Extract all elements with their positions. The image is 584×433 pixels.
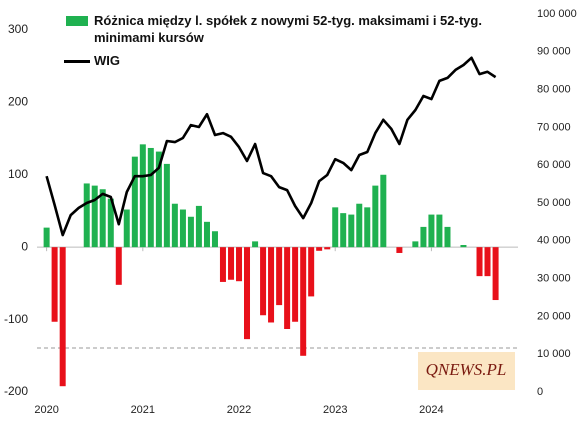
legend-swatch xyxy=(66,16,88,26)
bar xyxy=(115,247,122,285)
y2-tick-label: 40 000 xyxy=(537,235,571,247)
bar xyxy=(428,214,435,248)
bar xyxy=(340,213,347,248)
legend: Różnica między l. spółek z nowymi 52-tyg… xyxy=(64,12,514,69)
y2-tick-label: 50 000 xyxy=(537,197,571,209)
legend-label: WIG xyxy=(94,53,120,68)
bar xyxy=(244,247,251,340)
x-tick-label: 2023 xyxy=(323,404,347,416)
bar xyxy=(284,247,291,329)
bar xyxy=(211,231,218,248)
y2-tick-label: 70 000 xyxy=(537,121,571,133)
bar xyxy=(436,214,443,248)
bar xyxy=(300,247,307,356)
bar xyxy=(380,174,387,248)
bar xyxy=(372,185,379,248)
x-tick-label: 2020 xyxy=(34,404,58,416)
bar xyxy=(195,205,202,248)
bar xyxy=(236,247,243,282)
x-tick-label: 2021 xyxy=(131,404,155,416)
bar xyxy=(43,227,50,248)
bar xyxy=(155,151,162,248)
y-tick-label: -100 xyxy=(4,312,28,326)
y2-tick-label: 30 000 xyxy=(537,273,571,285)
bar xyxy=(219,247,226,282)
y2-tick-label: 80 000 xyxy=(537,84,571,96)
bar xyxy=(396,247,403,253)
bar xyxy=(252,241,259,248)
bar xyxy=(356,203,363,248)
bar xyxy=(444,226,451,248)
bar xyxy=(476,247,483,277)
bar xyxy=(460,245,467,248)
bar xyxy=(364,207,371,248)
y-tick-label: -200 xyxy=(4,384,28,398)
legend-swatch xyxy=(64,60,90,63)
bar xyxy=(91,185,98,248)
bar xyxy=(59,247,66,387)
legend-item: Różnica między l. spółek z nowymi 52-tyg… xyxy=(64,12,514,46)
bar xyxy=(292,247,299,322)
bar xyxy=(139,144,146,248)
bar xyxy=(316,247,323,251)
y2-tick-label: 90 000 xyxy=(537,46,571,58)
y2-tick-label: 20 000 xyxy=(537,310,571,322)
bar xyxy=(484,247,491,277)
bar xyxy=(163,163,170,248)
bar xyxy=(412,241,419,248)
bar xyxy=(107,198,114,248)
y-tick-label: 200 xyxy=(8,95,28,109)
y2-tick-label: 60 000 xyxy=(537,159,571,171)
bar xyxy=(123,209,130,248)
bar xyxy=(179,209,186,248)
bar xyxy=(268,247,275,323)
x-tick-label: 2024 xyxy=(419,404,443,416)
bar xyxy=(203,221,210,248)
bar xyxy=(348,214,355,248)
bar xyxy=(228,247,235,280)
legend-label: Różnica między l. spółek z nowymi 52-tyg… xyxy=(94,13,482,45)
bar xyxy=(99,189,106,248)
line xyxy=(45,56,497,237)
bar xyxy=(420,226,427,248)
bar xyxy=(51,247,58,322)
legend-item: WIG xyxy=(64,52,514,69)
x-tick-label: 2022 xyxy=(227,404,251,416)
logo-box xyxy=(418,352,515,390)
y-tick-label: 300 xyxy=(8,22,28,36)
bar xyxy=(147,147,154,248)
bar xyxy=(260,247,267,316)
bar xyxy=(276,247,283,306)
bar xyxy=(187,216,194,248)
bar xyxy=(83,183,90,248)
y2-tick-label: 100 000 xyxy=(537,8,577,20)
y2-tick-label: 10 000 xyxy=(537,348,571,360)
y-tick-label: 100 xyxy=(8,167,28,181)
bar xyxy=(171,203,178,248)
y-tick-label: 0 xyxy=(21,239,28,253)
logo: QNEWS.PL xyxy=(426,360,507,379)
bar xyxy=(332,207,339,248)
bar xyxy=(131,156,138,248)
y2-tick-label: 0 xyxy=(537,386,543,398)
bar xyxy=(308,247,315,297)
bar xyxy=(492,247,499,301)
bar xyxy=(324,247,331,250)
